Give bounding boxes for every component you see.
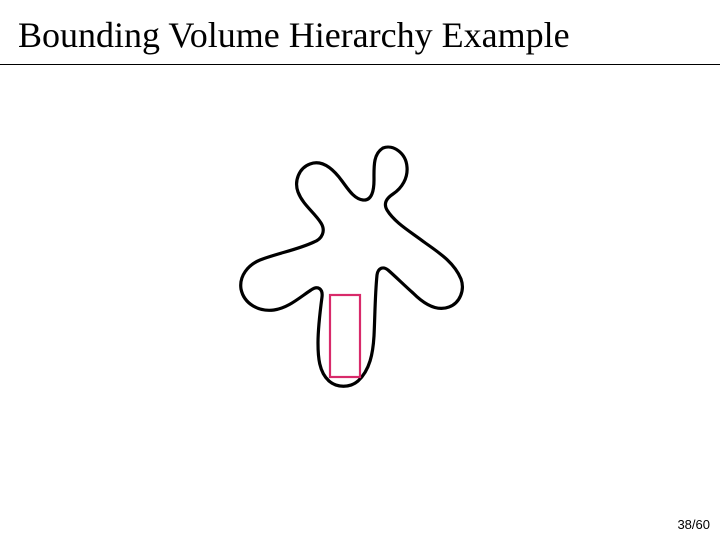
title-underline [0,64,720,65]
bvh-svg [210,120,510,420]
page-number: 38/60 [677,517,710,532]
blob-outline [241,147,463,386]
slide-title: Bounding Volume Hierarchy Example [18,14,570,56]
bvh-figure [210,120,510,420]
bounding-box-rect [330,295,360,377]
